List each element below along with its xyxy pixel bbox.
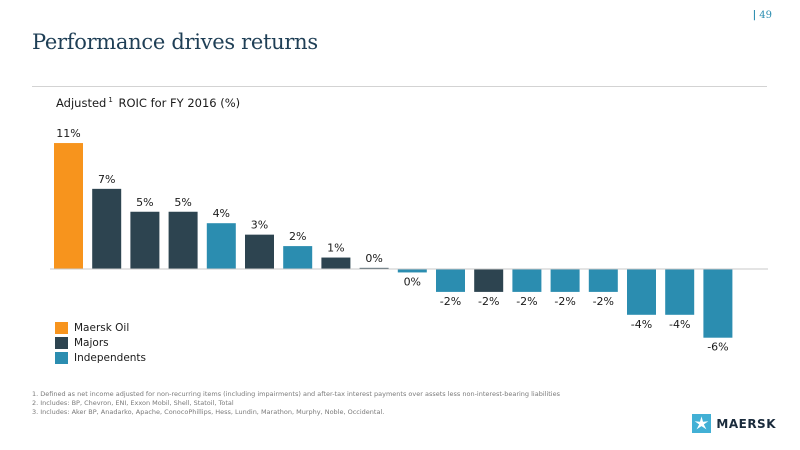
logo-text: MAERSK (716, 416, 776, 431)
bar-10 (397, 269, 427, 273)
slide-title: Performance drives returns (32, 30, 318, 54)
legend-swatch-independents (55, 351, 68, 364)
bar-7 (283, 246, 313, 269)
bar-16 (627, 269, 656, 315)
bar-2 (92, 188, 122, 269)
maersk-star-icon (692, 414, 712, 433)
footnote-3: 3. Includes: Aker BP, Anadarko, Apache, … (32, 408, 385, 416)
bar-label-12: -2% (478, 295, 499, 308)
bar-12 (474, 269, 504, 292)
legend-item-independents: Independents (55, 350, 146, 365)
bar-label-6: 3% (251, 219, 268, 232)
bar-label-7: 2% (289, 230, 306, 243)
maersk-logo: MAERSK (692, 414, 776, 433)
bar-17 (665, 269, 695, 315)
legend-label: Majors (74, 336, 109, 349)
chart-title-suffix: ROIC for FY 2016 (%) (118, 96, 241, 110)
chart-legend: Maersk Oil Majors Independents (55, 320, 146, 365)
bar-4 (168, 211, 198, 269)
chart-title: Adjusted 1 ROIC for FY 2016 (%) (56, 96, 240, 110)
bar-label-2: 7% (98, 173, 115, 186)
chart-title-prefix: Adjusted (56, 96, 107, 110)
bar-1 (54, 143, 83, 269)
bar-label-17: -4% (669, 318, 690, 331)
bar-label-13: -2% (516, 295, 537, 308)
bar-label-15: -2% (593, 295, 614, 308)
bar-label-11: -2% (440, 295, 461, 308)
bar-label-16: -4% (631, 318, 652, 331)
bar-8 (321, 257, 351, 269)
bar-label-8: 1% (327, 242, 344, 255)
bar-label-4: 5% (174, 196, 191, 209)
bar-label-18: -6% (707, 341, 728, 354)
bar-label-10: 0% (404, 275, 421, 288)
bar-5 (206, 223, 236, 269)
bar-label-1: 11% (56, 127, 80, 140)
footnotes: 1. Defined as net income adjusted for no… (32, 390, 560, 417)
bar-18 (703, 269, 733, 338)
bar-13 (512, 269, 542, 292)
page-number: | 49 (752, 10, 772, 21)
bar-9 (359, 267, 389, 270)
bar-11 (436, 269, 465, 292)
bar-14 (550, 269, 580, 292)
legend-swatch-majors (55, 336, 68, 349)
chart-title-footnote-marker: 1 (108, 96, 113, 105)
bar-3 (130, 211, 160, 269)
bar-label-9: 0% (365, 252, 382, 265)
legend-item-maersk-oil: Maersk Oil (55, 320, 146, 335)
legend-swatch-maersk-oil (55, 321, 68, 334)
title-divider (32, 86, 767, 87)
bar-15 (588, 269, 618, 292)
legend-label: Maersk Oil (74, 321, 130, 334)
bar-label-5: 4% (213, 207, 230, 220)
legend-label: Independents (74, 351, 147, 364)
footnote-1: 1. Defined as net income adjusted for no… (32, 390, 560, 398)
legend-item-majors: Majors (55, 335, 146, 350)
bar-label-14: -2% (554, 295, 575, 308)
bar-label-3: 5% (136, 196, 153, 209)
footnote-2: 2. Includes: BP, Chevron, ENI, Exxon Mob… (32, 399, 234, 407)
bar-6 (245, 234, 274, 269)
